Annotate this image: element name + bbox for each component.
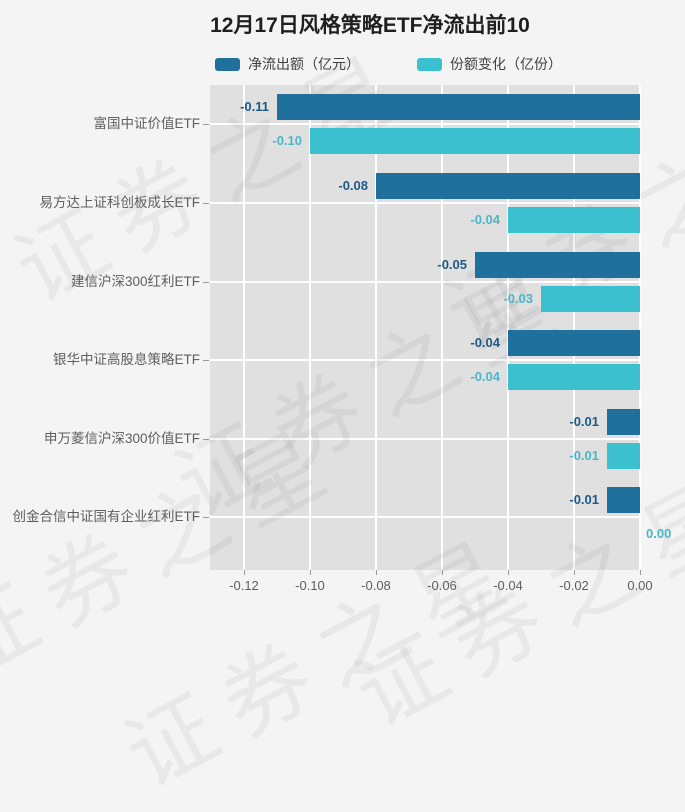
value-label: -0.05 (437, 256, 467, 272)
value-label: -0.01 (569, 413, 599, 429)
chart-title: 12月17日风格策略ETF净流出前10 (210, 14, 530, 37)
x-axis-tick (573, 570, 575, 575)
horizontal-gridline (210, 201, 640, 204)
category-label: 富国中证价值ETF (93, 116, 201, 132)
y-axis-tick (203, 517, 209, 519)
x-tick-label: 0.00 (627, 578, 653, 593)
category-label: 创金合信中证国有企业红利ETF (12, 509, 201, 525)
y-axis-tick (203, 281, 209, 283)
value-label: -0.08 (338, 177, 368, 193)
y-axis-tick (203, 202, 209, 204)
legend-item-net-outflow[interactable]: 净流出额（亿元） (215, 54, 360, 74)
x-tick-label: -0.02 (559, 578, 589, 593)
vertical-gridline (308, 85, 311, 570)
x-tick-label: -0.12 (229, 578, 259, 593)
category-label: 银华中证高股息策略ETF (53, 352, 200, 368)
horizontal-gridline (210, 123, 640, 126)
x-axis-tick (441, 570, 443, 575)
bar-net-outflow[interactable] (508, 330, 640, 357)
vertical-gridline (440, 85, 443, 570)
plot-area (210, 85, 641, 570)
legend-swatch-icon (215, 57, 240, 71)
value-label: -0.04 (470, 335, 500, 351)
legend: 净流出额（亿元） 份额变化（亿份） (215, 54, 562, 74)
y-axis-tick (203, 360, 209, 362)
horizontal-gridline (210, 359, 640, 362)
x-axis-tick (640, 570, 641, 575)
x-tick-label: -0.10 (295, 578, 325, 593)
value-label: -0.04 (470, 211, 500, 227)
legend-label: 份额变化（亿份） (450, 56, 562, 72)
bar-net-outflow[interactable] (475, 251, 640, 278)
vertical-gridline (374, 85, 377, 570)
value-label: -0.01 (569, 492, 599, 508)
horizontal-gridline (210, 280, 640, 283)
y-axis-tick (203, 124, 209, 126)
bar-share-change[interactable] (541, 285, 640, 312)
x-axis-tick (375, 570, 377, 575)
x-tick-label: -0.06 (427, 578, 457, 593)
bar-share-change[interactable] (508, 206, 640, 233)
plot-content: -0.11 -0.10 -0.08 -0.04 -0.05 -0.03 -0.04 -0.04… (210, 85, 671, 570)
legend-swatch-icon (417, 57, 442, 71)
value-label: -0.01 (569, 447, 599, 463)
value-label: -0.11 (240, 99, 269, 115)
bar-net-outflow[interactable] (376, 172, 640, 199)
x-axis-tick (309, 570, 311, 575)
vertical-gridline (242, 85, 245, 570)
value-label: -0.03 (503, 290, 533, 306)
x-tick-label: -0.08 (361, 578, 391, 593)
category-label: 建信沪深300红利ETF (70, 273, 200, 289)
value-label: 0.00 (646, 526, 672, 542)
bar-net-outflow[interactable] (277, 94, 640, 121)
legend-item-share-change[interactable]: 份额变化（亿份） (417, 54, 562, 74)
bar-share-change[interactable] (310, 128, 640, 155)
x-axis-tick (243, 570, 245, 575)
bar-share-change[interactable] (607, 442, 640, 469)
vertical-gridline (639, 85, 641, 570)
y-axis-tick (203, 438, 209, 440)
x-axis-tick (507, 570, 509, 575)
horizontal-gridline (210, 437, 640, 440)
category-label: 申万菱信沪深300价值ETF (43, 430, 200, 446)
bar-share-change[interactable] (508, 364, 640, 391)
bar-net-outflow[interactable] (607, 408, 640, 435)
bar-net-outflow[interactable] (607, 487, 640, 514)
chart-page: 12月17日风格策略ETF净流出前10 净流出额（亿元） 份额变化（亿份） 证券之… (0, 14, 685, 806)
x-tick-label: -0.04 (493, 578, 523, 593)
value-label: -0.04 (470, 369, 500, 385)
value-label: -0.10 (272, 133, 302, 149)
legend-label: 净流出额（亿元） (248, 56, 360, 72)
vertical-gridline (572, 85, 575, 570)
horizontal-gridline (210, 516, 640, 519)
vertical-gridline (506, 85, 509, 570)
category-label: 易方达上证科创板成长ETF (39, 194, 201, 210)
